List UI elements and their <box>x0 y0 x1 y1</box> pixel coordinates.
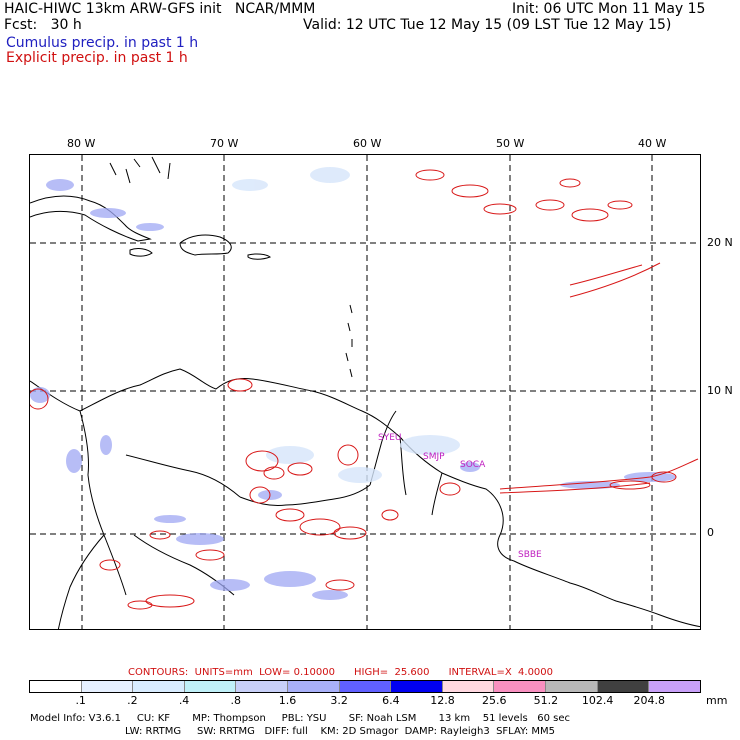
legend-label: .2 <box>127 694 138 707</box>
legend-swatch <box>184 681 237 692</box>
lat-label-10n: 10 N <box>707 384 733 397</box>
model-info-line2: LW: RRTMG SW: RRTMG DIFF: full KM: 2D Sm… <box>125 726 555 737</box>
coastlines <box>30 156 700 629</box>
legend-swatch <box>30 681 82 692</box>
legend-swatch <box>133 681 185 692</box>
legend-swatch <box>339 681 392 692</box>
legend-label: 3.2 <box>330 694 348 707</box>
legend-label: 1.6 <box>278 694 297 707</box>
model-title: HAIC-HIWC 13km ARW-GFS init NCAR/MMM <box>4 1 316 17</box>
lon-label-50w: 50 W <box>496 137 525 150</box>
legend-swatch <box>81 681 134 692</box>
lon-label-70w: 70 W <box>210 137 239 150</box>
legend-label: 51.2 <box>533 694 559 707</box>
legend-label: 204.8 <box>633 694 666 707</box>
station-syeu: SYEU <box>378 433 402 443</box>
legend-swatch <box>546 681 598 692</box>
cumulus-precip <box>30 179 676 600</box>
light-precip <box>232 167 460 483</box>
legend-label: .8 <box>230 694 242 707</box>
lon-label-80w: 80 W <box>67 137 96 150</box>
lat-label-20n: 20 N <box>707 236 733 249</box>
precip-map: SYEU SMJP SOCA SBBE <box>29 154 701 630</box>
legend-swatch <box>391 681 443 692</box>
station-sbbe: SBBE <box>518 550 542 560</box>
station-smjp: SMJP <box>423 452 445 462</box>
init-time: Init: 06 UTC Mon 11 May 15 <box>512 1 706 17</box>
legend-label: .1 <box>75 694 86 707</box>
explicit-precip-contours <box>30 169 699 610</box>
legend-swatch <box>649 681 700 692</box>
cumulus-precip-label: Cumulus precip. in past 1 h <box>6 35 199 51</box>
legend-label: 6.4 <box>382 694 400 707</box>
lon-label-60w: 60 W <box>353 137 382 150</box>
lat-label-0: 0 <box>707 526 714 539</box>
legend-units: mm <box>706 694 728 707</box>
station-soca: SOCA <box>460 460 486 470</box>
legend-label: 12.8 <box>430 694 455 707</box>
legend-swatch <box>494 681 547 692</box>
graticule <box>30 155 700 629</box>
valid-time: Valid: 12 UTC Tue 12 May 15 (09 LST Tue … <box>303 17 672 33</box>
legend-swatch <box>442 681 495 692</box>
forecast-hour: Fcst: 30 h <box>4 17 82 33</box>
legend-label: .4 <box>178 694 190 707</box>
legend-label: 102.4 <box>581 694 614 707</box>
lon-label-40w: 40 W <box>638 137 667 150</box>
legend-label: 25.6 <box>481 694 507 707</box>
map-canvas <box>30 155 700 629</box>
model-info-line1: Model Info: V3.6.1 CU: KF MP: Thompson P… <box>30 713 570 724</box>
contour-info: CONTOURS: UNITS=mm LOW= 0.10000 HIGH= 25… <box>128 667 554 678</box>
explicit-precip-label: Explicit precip. in past 1 h <box>6 50 188 66</box>
color-legend <box>29 680 701 693</box>
legend-swatch <box>236 681 289 692</box>
legend-swatch <box>597 681 650 692</box>
legend-swatch <box>288 681 340 692</box>
